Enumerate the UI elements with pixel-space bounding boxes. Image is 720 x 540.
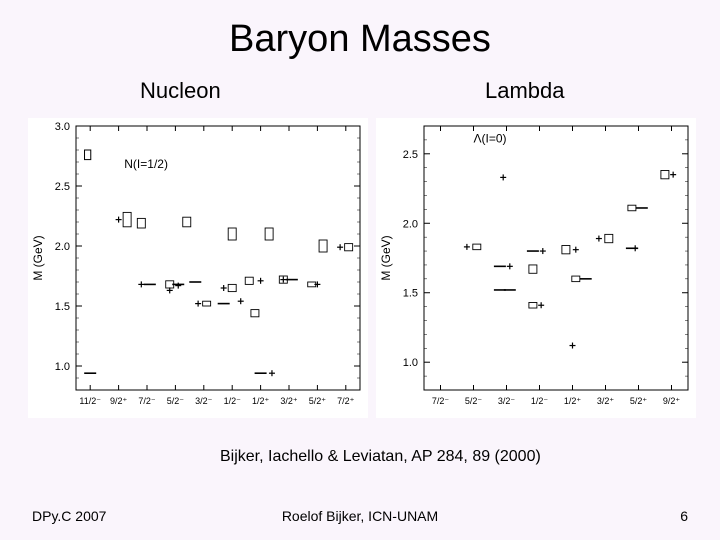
svg-text:1.5: 1.5 [55, 301, 70, 313]
slide: Baryon Masses Nucleon Lambda 1.0 1.5 2.0 2.… [0, 0, 720, 540]
footer-center: Roelof Bijker, ICN-UNAM [0, 508, 720, 524]
footer-right: 6 [680, 508, 688, 524]
svg-text:N(I=1/2): N(I=1/2) [124, 157, 168, 171]
svg-text:5/2⁻: 5/2⁻ [167, 396, 185, 406]
svg-text:Λ(I=0): Λ(I=0) [474, 132, 507, 146]
svg-text:2.0: 2.0 [55, 241, 70, 253]
svg-text:7/2⁺: 7/2⁺ [337, 396, 355, 406]
svg-text:7/2⁻: 7/2⁻ [138, 396, 156, 406]
svg-text:1.0: 1.0 [55, 361, 70, 373]
citation: Bijker, Iachello & Leviatan, AP 284, 89 … [220, 448, 541, 466]
svg-text:1.5: 1.5 [403, 288, 418, 300]
svg-text:1.0: 1.0 [403, 357, 418, 369]
svg-text:3/2⁺: 3/2⁺ [280, 396, 298, 406]
svg-text:3.0: 3.0 [55, 121, 70, 133]
svg-text:9/2⁺: 9/2⁺ [110, 396, 128, 406]
svg-text:3/2⁻: 3/2⁻ [498, 396, 516, 406]
svg-text:M (GeV): M (GeV) [379, 235, 393, 280]
page-title: Baryon Masses [0, 18, 720, 61]
svg-text:5/2⁻: 5/2⁻ [465, 396, 483, 406]
svg-text:2.0: 2.0 [403, 218, 418, 230]
subhead-nucleon: Nucleon [140, 78, 221, 104]
svg-text:1/2⁺: 1/2⁺ [252, 396, 270, 406]
svg-text:2.5: 2.5 [403, 149, 418, 161]
lambda-chart: 1.0 1.5 2.0 2.5 7/2⁻ 5/2⁻ 3/2⁻ 1/2⁻ 1/2⁺ 3/2⁺ 5/2⁺… [376, 118, 696, 418]
svg-text:5/2⁺: 5/2⁺ [309, 396, 327, 406]
nucleon-chart: 1.0 1.5 2.0 2.5 3.0 11/2⁻ 9/2⁺ 7/2⁻ 5/2⁻ 3/2⁻ 1/2⁻… [28, 118, 368, 418]
svg-text:2.5: 2.5 [55, 181, 70, 193]
svg-text:M (GeV): M (GeV) [31, 235, 45, 280]
svg-text:1/2⁻: 1/2⁻ [531, 396, 549, 406]
svg-text:1/2⁺: 1/2⁺ [564, 396, 582, 406]
svg-text:11/2⁻: 11/2⁻ [79, 396, 101, 406]
svg-text:1/2⁻: 1/2⁻ [224, 396, 242, 406]
svg-text:3/2⁺: 3/2⁺ [597, 396, 615, 406]
svg-text:3/2⁻: 3/2⁻ [195, 396, 213, 406]
subhead-lambda: Lambda [485, 78, 565, 104]
svg-text:7/2⁻: 7/2⁻ [432, 396, 450, 406]
svg-text:5/2⁺: 5/2⁺ [630, 396, 648, 406]
svg-text:9/2⁺: 9/2⁺ [663, 396, 681, 406]
